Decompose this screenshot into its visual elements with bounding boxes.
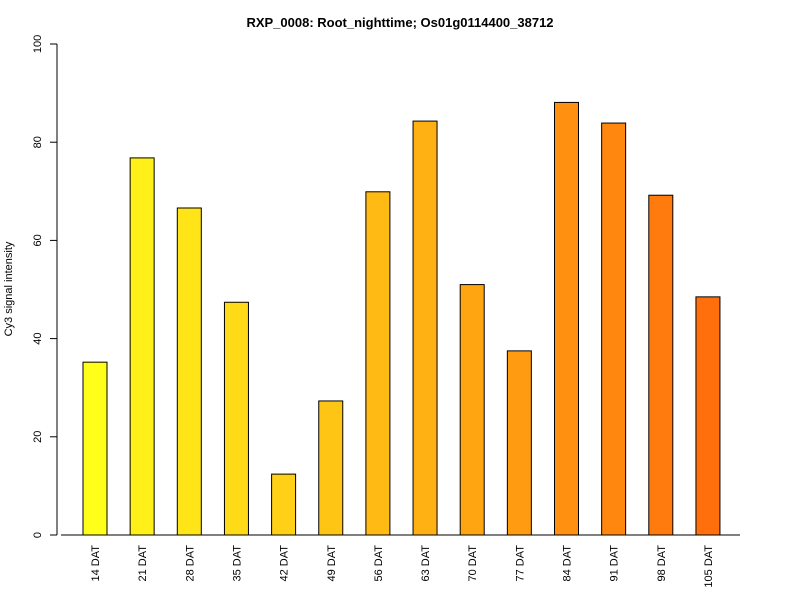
- y-tick-label: 80: [32, 136, 44, 148]
- bar-70-dat: [459, 284, 485, 536]
- x-tick-label: 56 DAT: [373, 545, 385, 582]
- x-tick-label: 21 DAT: [137, 545, 149, 582]
- bar-21-dat: [129, 157, 155, 536]
- x-axis: 14 DAT 21 DAT 28 DAT 35 DAT 42 DAT 49 DAT 56 D…: [61, 534, 740, 588]
- x-tick-label: 63 DAT: [420, 545, 432, 582]
- bar-63-dat: [412, 120, 438, 536]
- x-tick-label: 42 DAT: [279, 545, 291, 582]
- bar-14-dat: [82, 361, 108, 536]
- bar-35-dat: [223, 301, 249, 536]
- chart-title: RXP_0008: Root_nighttime; Os01g0114400_3…: [246, 15, 553, 30]
- x-tick-label: 91 DAT: [609, 545, 621, 582]
- x-tick-label: 49 DAT: [326, 545, 338, 582]
- y-tick-label: 40: [32, 332, 44, 344]
- bar-56-dat: [365, 191, 391, 536]
- y-axis-label: Cy3 signal intensity: [3, 241, 15, 336]
- bar-28-dat: [176, 207, 202, 536]
- x-tick-label: 14 DAT: [90, 545, 102, 582]
- y-tick-label: 0: [32, 532, 44, 538]
- x-tick-label: 28 DAT: [184, 545, 196, 582]
- bar-42-dat: [271, 473, 297, 536]
- x-tick-label: 70 DAT: [467, 545, 479, 582]
- bar-84-dat: [554, 101, 579, 536]
- y-tick-label: 60: [32, 234, 44, 246]
- bar-91-dat: [601, 122, 627, 536]
- y-axis: 0 20 40 60 80 100: [32, 35, 58, 538]
- y-tick-label: 100: [32, 35, 44, 53]
- bar-105-dat: [695, 296, 721, 536]
- bar-98-dat: [648, 194, 674, 536]
- x-tick-label: 35 DAT: [231, 545, 243, 582]
- bar-77-dat: [506, 350, 532, 536]
- x-tick-label: 84 DAT: [562, 545, 574, 582]
- bars: [82, 101, 721, 536]
- y-tick-label: 20: [32, 431, 44, 443]
- bar-49-dat: [318, 400, 344, 536]
- x-tick-label: 105 DAT: [703, 545, 715, 588]
- x-tick-label: 98 DAT: [656, 545, 668, 582]
- x-tick-label: 77 DAT: [514, 545, 526, 582]
